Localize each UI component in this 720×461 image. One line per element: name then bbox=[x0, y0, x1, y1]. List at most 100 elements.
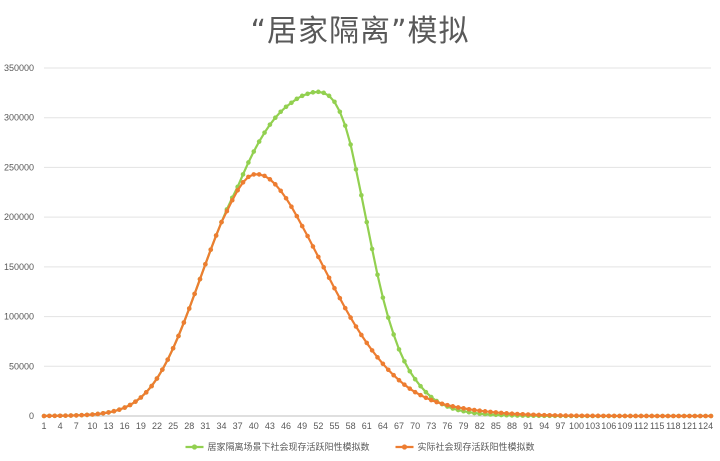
chart-title: “居家隔离”模拟 bbox=[250, 14, 470, 49]
data-point bbox=[63, 413, 68, 418]
data-point bbox=[601, 413, 606, 419]
data-point bbox=[396, 347, 402, 352]
data-point bbox=[192, 291, 197, 297]
data-point bbox=[310, 90, 316, 95]
data-point bbox=[84, 412, 90, 418]
data-point bbox=[396, 377, 402, 383]
legend-marker bbox=[191, 444, 198, 450]
data-point bbox=[407, 368, 413, 374]
data-point bbox=[681, 413, 687, 419]
data-point bbox=[418, 392, 423, 398]
data-point bbox=[472, 407, 477, 413]
data-point bbox=[262, 173, 267, 179]
x-tick-label: 25 bbox=[168, 421, 178, 431]
legend-item[interactable]: 居家隔离场景下社会现存活跃阳性模拟数 bbox=[185, 441, 370, 453]
data-point bbox=[611, 413, 617, 419]
x-axis: 1 4 7 10 13 16 19 22 25 28 31 34 37 40 43 46 49 52 55 58 61 6… bbox=[41, 421, 713, 431]
data-point bbox=[321, 90, 327, 96]
data-point bbox=[273, 115, 278, 121]
data-point bbox=[493, 410, 499, 415]
x-tick-label: 100 bbox=[569, 421, 584, 431]
data-point bbox=[563, 413, 569, 418]
x-tick-label: 22 bbox=[152, 421, 162, 431]
data-point bbox=[235, 188, 240, 193]
data-point bbox=[262, 130, 267, 135]
data-point bbox=[428, 397, 434, 403]
x-tick-label: 88 bbox=[507, 421, 517, 431]
x-tick-label: 49 bbox=[297, 421, 307, 431]
data-point bbox=[703, 413, 708, 419]
data-point bbox=[229, 197, 235, 203]
data-point bbox=[482, 409, 488, 414]
data-point bbox=[256, 172, 262, 177]
x-tick-label: 124 bbox=[698, 421, 713, 431]
data-point bbox=[289, 204, 294, 209]
data-point bbox=[606, 413, 612, 419]
data-point bbox=[57, 413, 63, 419]
data-point bbox=[477, 408, 483, 414]
legend-item[interactable]: 实际社会现存活跃阳性模拟数 bbox=[395, 441, 535, 453]
data-point bbox=[391, 372, 396, 378]
data-point bbox=[348, 315, 353, 320]
x-tick-label: 82 bbox=[475, 421, 485, 431]
data-point bbox=[375, 272, 380, 278]
gridlines bbox=[44, 67, 711, 417]
data-point bbox=[310, 244, 316, 249]
data-point bbox=[515, 411, 520, 417]
data-point bbox=[186, 306, 192, 311]
x-tick-label: 28 bbox=[184, 421, 194, 431]
data-point bbox=[240, 180, 246, 185]
data-point bbox=[219, 219, 224, 225]
data-point bbox=[294, 96, 300, 102]
x-tick-label: 55 bbox=[329, 421, 339, 431]
data-point bbox=[520, 412, 526, 417]
data-point bbox=[181, 320, 187, 325]
plot-area bbox=[41, 89, 714, 419]
data-point bbox=[117, 407, 122, 412]
data-point bbox=[246, 174, 251, 180]
data-point bbox=[208, 247, 214, 252]
data-point bbox=[541, 412, 547, 418]
x-tick-label: 1 bbox=[41, 421, 46, 431]
x-tick-label: 34 bbox=[217, 421, 227, 431]
y-tick-label: 350000 bbox=[4, 63, 34, 73]
data-point bbox=[342, 123, 348, 128]
data-point bbox=[676, 413, 682, 419]
data-point bbox=[455, 405, 461, 410]
data-point bbox=[283, 104, 289, 110]
data-point bbox=[644, 413, 649, 419]
data-point bbox=[203, 261, 208, 267]
data-point bbox=[337, 295, 343, 301]
data-point bbox=[251, 172, 257, 177]
x-tick-label: 37 bbox=[233, 421, 243, 431]
legend[interactable]: 居家隔离场景下社会现存活跃阳性模拟数 实际社会现存活跃阳性模拟数 bbox=[185, 441, 535, 453]
data-point bbox=[111, 408, 117, 414]
data-point bbox=[369, 246, 375, 252]
data-point bbox=[552, 413, 558, 418]
x-tick-label: 67 bbox=[394, 421, 404, 431]
data-point bbox=[224, 208, 230, 214]
data-point bbox=[240, 172, 246, 177]
y-tick-label: 100000 bbox=[4, 312, 34, 322]
x-tick-label: 64 bbox=[378, 421, 388, 431]
data-point bbox=[439, 401, 445, 407]
x-tick-label: 85 bbox=[491, 421, 501, 431]
data-point bbox=[359, 332, 364, 338]
x-tick-label: 76 bbox=[442, 421, 452, 431]
data-point bbox=[536, 412, 542, 418]
data-point bbox=[326, 93, 332, 99]
data-point bbox=[466, 406, 472, 412]
data-point bbox=[213, 233, 219, 238]
data-point bbox=[100, 411, 106, 416]
series-line bbox=[43, 90, 711, 418]
x-tick-label: 79 bbox=[459, 421, 469, 431]
data-point bbox=[176, 333, 181, 339]
data-point bbox=[568, 413, 574, 418]
data-point bbox=[584, 413, 590, 419]
data-point bbox=[332, 285, 337, 291]
data-point bbox=[531, 412, 536, 418]
data-point bbox=[95, 411, 101, 417]
data-point bbox=[256, 139, 262, 144]
y-tick-label: 250000 bbox=[4, 162, 34, 172]
